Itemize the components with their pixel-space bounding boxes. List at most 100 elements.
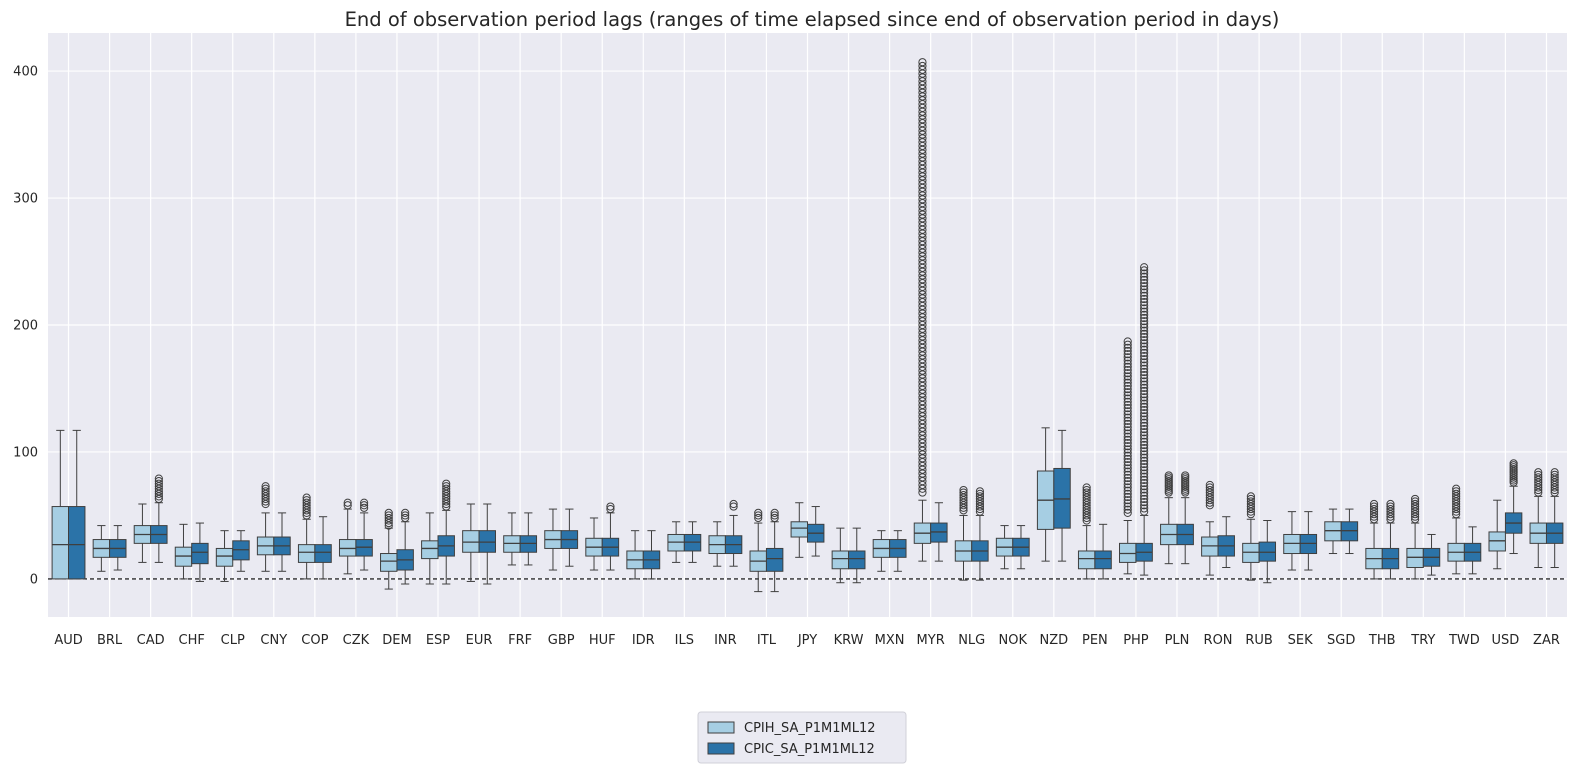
x-tick-label: RUB (1245, 633, 1272, 648)
outlier-point (1123, 432, 1132, 441)
outlier-point (1140, 459, 1149, 469)
outlier-point (1140, 469, 1149, 478)
outlier-point (1123, 426, 1132, 435)
outlier-point (1140, 488, 1149, 497)
outlier-point (1140, 288, 1149, 297)
box-iqr (1077, 550, 1096, 570)
outlier-point (1140, 390, 1149, 399)
legend-frame (697, 711, 907, 764)
outlier-point (1123, 362, 1132, 371)
box-BRL-CPIC_SA_P1M1ML12 (109, 525, 127, 571)
outlier-point (1140, 463, 1149, 472)
outlier-point (384, 513, 393, 523)
outlier-point (975, 489, 985, 498)
outlier-point (1140, 494, 1149, 504)
outlier-point (343, 498, 352, 507)
outlier-point (1140, 409, 1149, 418)
outlier-point (401, 513, 410, 523)
outlier-point (1140, 475, 1149, 484)
box-NZD-CPIC_SA_P1M1ML12 (1053, 429, 1071, 562)
outlier-point (1140, 342, 1149, 351)
outlier-point (1369, 504, 1379, 514)
y-axis-ticks: 0 100 200 300 400 (13, 65, 38, 588)
box-JPY-CPIC_SA_P1M1ML12 (807, 506, 825, 557)
outlier-point (1123, 394, 1132, 403)
outlier-point (1205, 480, 1214, 490)
outlier-point (1140, 355, 1149, 364)
x-tick-label: TWD (1448, 633, 1480, 648)
series-CPIH_SA_P1M1ML12 (51, 58, 1547, 593)
outlier-point (1140, 440, 1149, 450)
x-tick-label: COP (301, 633, 328, 648)
outlier-point (1140, 383, 1149, 392)
box-FRF-CPIC_SA_P1M1ML12 (519, 512, 538, 566)
x-tick-label: THB (1368, 633, 1396, 648)
outlier-point (959, 485, 968, 495)
outlier-point (1140, 323, 1149, 332)
box-ZAR-CPIC_SA_P1M1ML12 (1545, 468, 1564, 568)
outlier-point (1140, 412, 1149, 421)
outlier-point (1140, 402, 1149, 411)
chart-title: End of observation period lags (ranges o… (345, 8, 1280, 31)
outlier-point (1369, 502, 1379, 511)
outlier-point (1123, 337, 1132, 346)
outlier-point (1123, 496, 1132, 505)
x-tick-label: RON (1204, 633, 1233, 648)
outlier-point (1123, 391, 1132, 400)
outlier-point (1123, 429, 1132, 438)
outlier-point (754, 511, 763, 520)
box-MXN-CPIC_SA_P1M1ML12 (889, 530, 907, 572)
outlier-point (1140, 377, 1149, 386)
outlier-point (1123, 438, 1132, 448)
box-CZK-CPIH_SA_P1M1ML12 (338, 498, 357, 575)
outlier-point (1164, 471, 1173, 480)
outlier-point (918, 61, 927, 71)
outlier-point (1140, 275, 1149, 285)
outlier-point (154, 474, 163, 483)
box-iqr (314, 544, 332, 563)
outlier-point (1452, 489, 1461, 498)
outlier-point (1123, 483, 1132, 492)
x-tick-label: JPY (797, 633, 817, 648)
box-RUB-CPIC_SA_P1M1ML12 (1258, 520, 1277, 584)
outlier-point (1123, 451, 1132, 460)
outlier-point (959, 488, 968, 497)
outlier-point (1140, 482, 1149, 491)
outlier-point (1123, 381, 1132, 391)
y-tick-label: 200 (13, 319, 38, 334)
outlier-point (729, 499, 738, 509)
outlier-point (1140, 437, 1149, 446)
outlier-point (360, 498, 369, 507)
x-tick-label: TRY (1410, 633, 1435, 648)
x-axis-ticks: AUD BRL CAD CHF CLP CNY COP CZK DEM ESP EUR FRF GBP H… (54, 633, 1560, 648)
outlier-point (1246, 492, 1255, 501)
outlier-point (1123, 372, 1132, 381)
outlier-point (1140, 310, 1149, 319)
outlier-point (384, 508, 393, 517)
y-tick-label: 0 (30, 572, 38, 587)
outlier-point (1140, 501, 1149, 510)
box-PHP-CPIC_SA_P1M1ML12 (1135, 263, 1153, 576)
box-TWD-CPIH_SA_P1M1ML12 (1447, 484, 1465, 575)
outlier-point (1140, 396, 1149, 405)
outlier-point (401, 508, 410, 517)
x-tick-label: NZD (1040, 633, 1069, 648)
outlier-point (1140, 428, 1149, 437)
outlier-point (1140, 466, 1149, 475)
outlier-point (1140, 456, 1149, 465)
outlier-point (1411, 499, 1420, 509)
x-tick-label: SEK (1288, 633, 1313, 648)
box-iqr (297, 544, 316, 563)
outlier-point (1452, 487, 1461, 496)
x-tick-label: ZAR (1533, 633, 1560, 648)
outlier-point (1140, 498, 1149, 507)
x-tick-label: NLG (958, 633, 985, 648)
legend: CPIH_SA_P1M1ML12 CPIC_SA_P1M1ML12 (697, 711, 907, 764)
outlier-point (1140, 507, 1149, 516)
outlier-point (1123, 400, 1132, 410)
outlier-point (1123, 461, 1132, 470)
outlier-point (1123, 464, 1132, 473)
x-tick-label: MXN (875, 633, 905, 648)
outlier-point (1386, 502, 1395, 511)
